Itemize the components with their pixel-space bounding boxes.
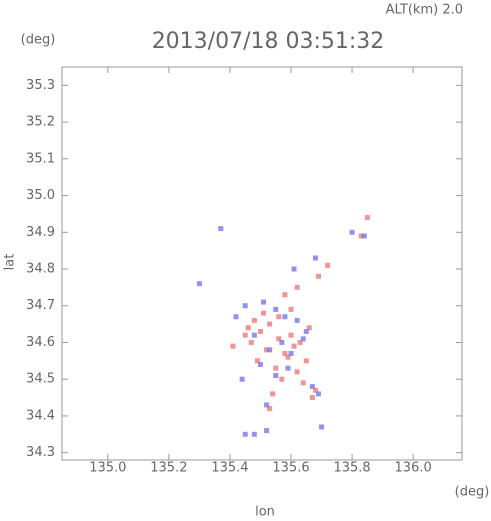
point — [291, 266, 297, 272]
point — [267, 321, 273, 327]
point — [319, 424, 325, 430]
point — [315, 391, 321, 397]
plot-frame — [61, 66, 463, 461]
point — [261, 299, 267, 305]
point — [251, 332, 257, 338]
point — [264, 428, 270, 434]
point — [242, 332, 248, 338]
point — [312, 255, 318, 261]
point — [264, 402, 270, 408]
y-tick-label: 34.7 — [26, 298, 55, 313]
point — [282, 292, 288, 298]
point — [276, 336, 282, 342]
point — [349, 229, 355, 235]
point — [279, 339, 285, 345]
point — [218, 226, 224, 232]
point — [325, 262, 331, 268]
y-axis-label: lat — [3, 254, 18, 271]
point — [300, 380, 306, 386]
point — [300, 336, 306, 342]
y-tick-label: 34.4 — [26, 408, 55, 423]
point — [364, 215, 370, 221]
x-unit: (deg) — [455, 485, 490, 500]
y-tick-label: 34.6 — [26, 335, 55, 350]
y-tick-label: 34.3 — [26, 445, 55, 460]
point — [254, 358, 260, 364]
x-tick-label: 135.2 — [150, 461, 187, 476]
point — [309, 384, 315, 390]
point — [303, 358, 309, 364]
x-tick-label: 135.8 — [333, 461, 370, 476]
point — [273, 365, 279, 371]
point — [245, 325, 251, 331]
x-tick-label: 135.6 — [272, 461, 309, 476]
y-tick-label: 34.9 — [26, 225, 55, 240]
point — [248, 339, 254, 345]
point — [264, 347, 270, 353]
x-tick-label: 136.0 — [395, 461, 432, 476]
point — [294, 369, 300, 375]
point — [285, 365, 291, 371]
x-tick-label: 135.4 — [211, 461, 248, 476]
point — [285, 354, 291, 360]
point — [282, 350, 288, 356]
y-unit: (deg) — [21, 33, 56, 48]
point — [230, 343, 236, 349]
point — [261, 310, 267, 316]
point — [294, 284, 300, 290]
point — [288, 306, 294, 312]
point — [279, 376, 285, 382]
point — [303, 328, 309, 334]
point — [288, 350, 294, 356]
point — [242, 431, 248, 437]
point — [233, 314, 239, 320]
point — [273, 306, 279, 312]
chart-title: 2013/07/18 03:51:32 — [152, 29, 385, 54]
point — [282, 314, 288, 320]
y-tick-label: 34.5 — [26, 372, 55, 387]
altitude-label: ALT(km) 2.0 — [386, 3, 463, 18]
point — [312, 387, 318, 393]
point — [273, 373, 279, 379]
point — [239, 376, 245, 382]
point — [291, 343, 297, 349]
point — [251, 431, 257, 437]
point — [315, 273, 321, 279]
point — [358, 233, 364, 239]
point — [309, 395, 315, 401]
point — [251, 317, 257, 323]
point — [257, 328, 263, 334]
point — [267, 347, 273, 353]
point — [361, 233, 367, 239]
y-tick-label: 35.3 — [26, 78, 55, 93]
x-axis-label: lon — [255, 505, 275, 520]
point — [276, 314, 282, 320]
point — [288, 332, 294, 338]
point — [297, 339, 303, 345]
point — [242, 303, 248, 309]
point — [270, 391, 276, 397]
y-tick-label: 35.2 — [26, 115, 55, 130]
point — [267, 406, 273, 412]
point — [306, 325, 312, 331]
point — [257, 362, 263, 368]
y-tick-label: 35.0 — [26, 188, 55, 203]
y-tick-label: 35.1 — [26, 151, 55, 166]
point — [294, 317, 300, 323]
x-tick-label: 135.0 — [89, 461, 126, 476]
point — [196, 281, 202, 287]
y-tick-label: 34.8 — [26, 262, 55, 277]
